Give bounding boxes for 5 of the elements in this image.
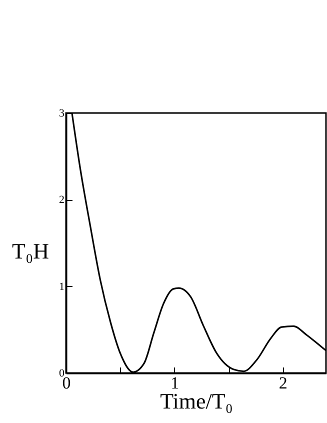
y-axis-title: T₀H [12,238,50,264]
y-tick-label: 3 [59,108,65,120]
y-tick-label: 1 [59,280,64,293]
y-tick-label: 2 [59,194,64,206]
x-tick-label: 2 [278,374,288,392]
